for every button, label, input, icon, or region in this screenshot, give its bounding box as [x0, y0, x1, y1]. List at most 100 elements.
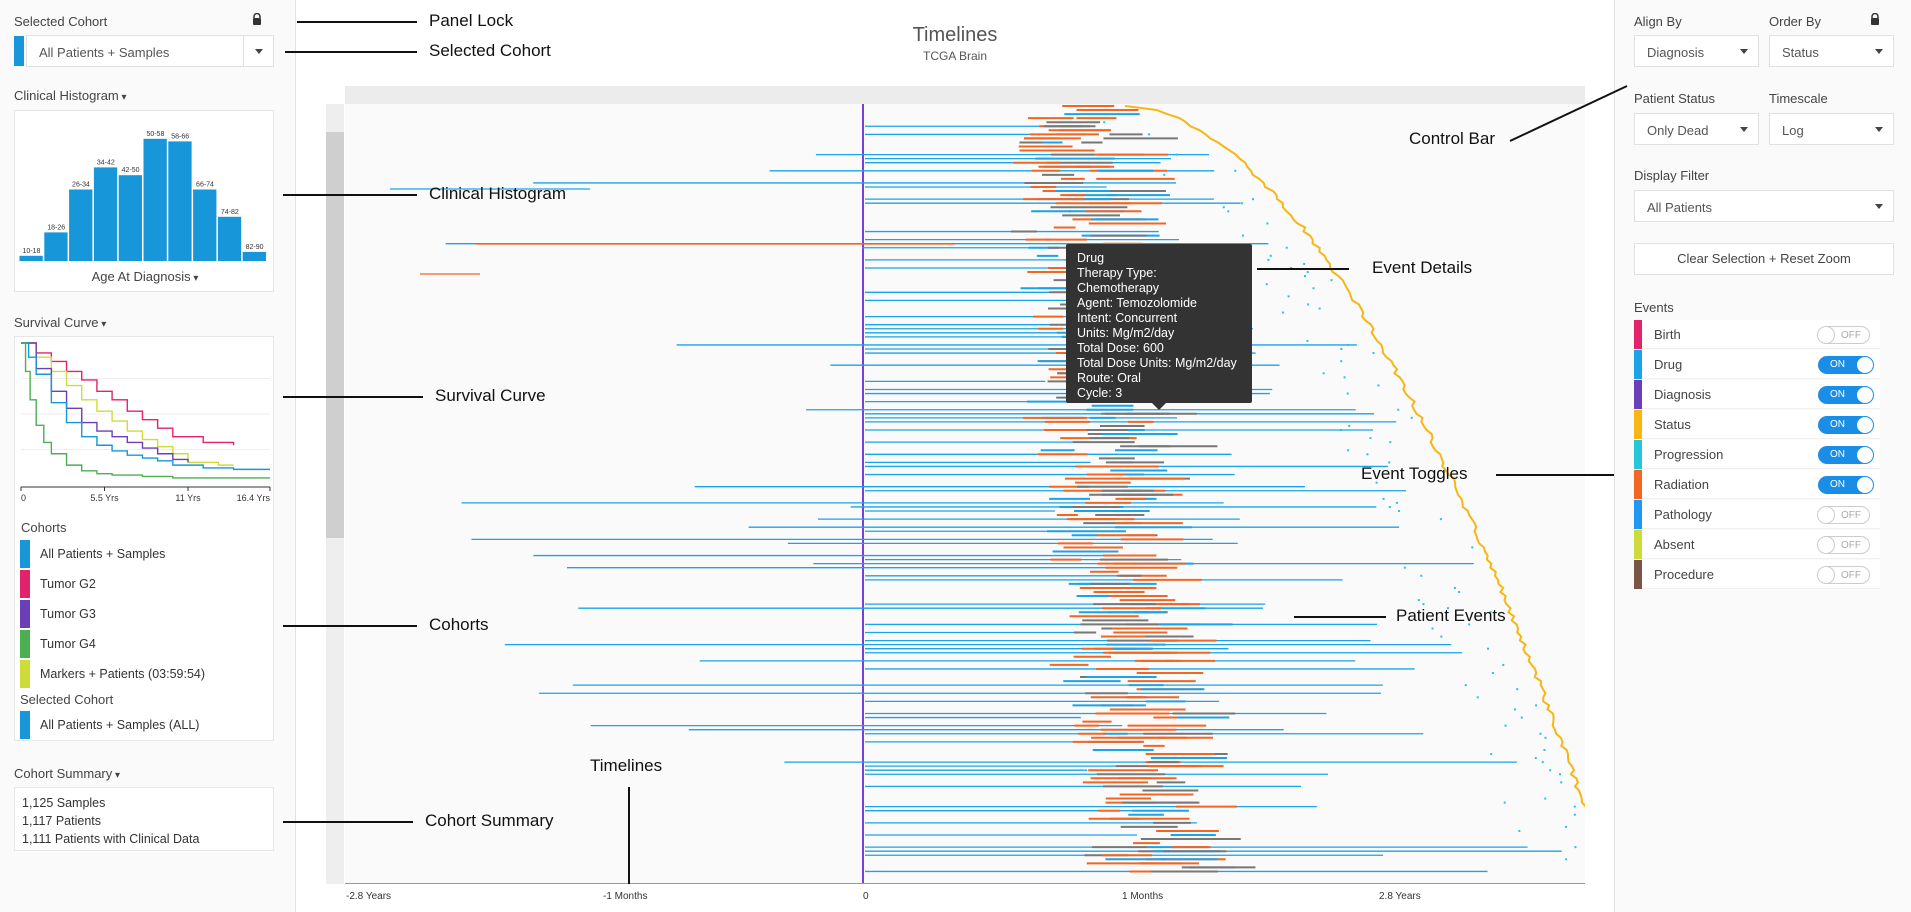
progression-event[interactable] [1541, 761, 1544, 764]
cohort-summary-label[interactable]: Cohort Summary [14, 766, 120, 781]
progression-event[interactable] [1395, 501, 1398, 504]
display-filter-dropdown[interactable]: All Patients [1634, 190, 1894, 222]
progression-event[interactable] [1306, 271, 1309, 274]
progression-event[interactable] [1234, 169, 1237, 172]
histogram-xlabel[interactable]: Age At Diagnosis [15, 269, 275, 284]
progression-event[interactable] [1564, 825, 1567, 828]
progression-event[interactable] [1535, 704, 1538, 707]
cohort-item[interactable]: Markers + Patients (03:59:54) [20, 660, 274, 688]
progression-event[interactable] [1343, 376, 1346, 379]
progression-event[interactable] [1453, 586, 1456, 589]
histogram-bar[interactable] [193, 189, 217, 262]
progression-event[interactable] [1514, 708, 1517, 711]
progression-event[interactable] [1388, 505, 1391, 508]
progression-event[interactable] [1464, 684, 1467, 687]
progression-event[interactable] [1503, 801, 1506, 804]
progression-event[interactable] [1369, 437, 1372, 440]
progression-event[interactable] [1222, 206, 1225, 209]
progression-event[interactable] [1267, 258, 1270, 261]
progression-event[interactable] [1303, 262, 1306, 265]
event-toggle[interactable]: OFF [1817, 506, 1870, 524]
progression-event[interactable] [1372, 352, 1375, 355]
progression-event[interactable] [1543, 748, 1546, 751]
progression-event[interactable] [1388, 461, 1391, 464]
event-toggle[interactable]: ON [1818, 386, 1874, 404]
progression-event[interactable] [1340, 348, 1343, 350]
progression-event[interactable] [1476, 696, 1479, 699]
progression-event[interactable] [1251, 198, 1254, 201]
progression-event[interactable] [1377, 384, 1380, 387]
cohort-item[interactable]: Tumor G3 [20, 600, 274, 628]
progression-event[interactable] [1520, 716, 1523, 719]
progression-event[interactable] [1544, 797, 1547, 800]
progression-event[interactable] [1347, 343, 1350, 346]
survival-series-line[interactable] [21, 342, 189, 463]
progression-event[interactable] [1371, 465, 1374, 468]
histogram-bar[interactable] [118, 175, 142, 261]
progression-event[interactable] [1265, 283, 1268, 286]
progression-event[interactable] [1227, 210, 1230, 213]
progression-event[interactable] [1348, 424, 1351, 427]
event-toggle[interactable]: OFF [1817, 326, 1870, 344]
progression-event[interactable] [1241, 202, 1244, 205]
progression-event[interactable] [1340, 360, 1343, 363]
survival-series-line[interactable] [21, 342, 270, 471]
progression-event[interactable] [1318, 307, 1321, 310]
histogram-bar[interactable] [168, 141, 192, 261]
progression-event[interactable] [1287, 295, 1290, 298]
progression-event[interactable] [1366, 453, 1369, 456]
progression-event[interactable] [1573, 813, 1576, 816]
progression-event[interactable] [1440, 635, 1443, 638]
progression-event[interactable] [1282, 311, 1285, 314]
progression-event[interactable] [1242, 234, 1245, 237]
histogram-bar[interactable] [217, 216, 242, 261]
progression-event[interactable] [1439, 518, 1442, 521]
progression-event[interactable] [1560, 781, 1563, 784]
progression-event[interactable] [1431, 627, 1434, 630]
event-toggle[interactable]: ON [1818, 416, 1874, 434]
progression-event[interactable] [1549, 769, 1552, 772]
histogram-bar[interactable] [143, 138, 167, 261]
progression-event[interactable] [1285, 246, 1288, 249]
progression-event[interactable] [1468, 623, 1471, 626]
progression-event[interactable] [1544, 736, 1547, 739]
progression-event[interactable] [1307, 303, 1310, 306]
histogram-bar[interactable] [19, 255, 43, 261]
progression-event[interactable] [1516, 688, 1519, 691]
progression-event[interactable] [1339, 429, 1342, 431]
progression-event[interactable] [1346, 392, 1349, 395]
timeline-plot-area[interactable] [345, 104, 1585, 884]
progression-event[interactable] [1491, 672, 1494, 674]
progression-event[interactable] [1489, 611, 1492, 614]
progression-event[interactable] [1573, 805, 1576, 808]
progression-event[interactable] [1176, 153, 1179, 156]
survival-curve-chart[interactable]: 0 5.5 Yrs 11 Yrs 16.4 Yrs [15, 337, 275, 503]
cohort-item[interactable]: All Patients + Samples [20, 540, 274, 568]
progression-event[interactable] [1471, 546, 1474, 549]
progression-event[interactable] [1458, 591, 1461, 593]
progression-event[interactable] [1266, 222, 1269, 225]
histogram-bar[interactable] [69, 189, 93, 262]
progression-event[interactable] [1504, 724, 1507, 727]
progression-event[interactable] [1534, 757, 1537, 760]
progression-event[interactable] [1375, 481, 1378, 484]
cohort-item[interactable]: Tumor G2 [20, 570, 274, 598]
progression-event[interactable] [1347, 449, 1350, 452]
survival-series-line[interactable] [21, 342, 270, 479]
progression-event[interactable] [1490, 753, 1493, 755]
survival-curve-label[interactable]: Survival Curve [14, 315, 106, 330]
event-toggle[interactable]: OFF [1817, 566, 1870, 584]
panel-lock-icon-right[interactable] [1870, 12, 1880, 30]
progression-event[interactable] [1103, 121, 1106, 124]
progression-event[interactable] [1269, 254, 1272, 257]
progression-event[interactable] [1163, 173, 1166, 176]
event-toggle[interactable]: ON [1818, 446, 1874, 464]
clear-selection-button[interactable]: Clear Selection + Reset Zoom [1634, 243, 1894, 275]
progression-event[interactable] [1322, 372, 1325, 375]
patient-events-chart[interactable] [345, 104, 1585, 884]
timeline-scroll-thumb[interactable] [326, 132, 344, 538]
clinical-histogram-chart[interactable]: 10-18 18-26 26-34 34-42 42-50 50-58 58-66 66-74… [15, 111, 275, 261]
progression-event[interactable] [1389, 441, 1392, 444]
progression-event[interactable] [1558, 773, 1561, 776]
progression-event[interactable] [1420, 574, 1423, 577]
